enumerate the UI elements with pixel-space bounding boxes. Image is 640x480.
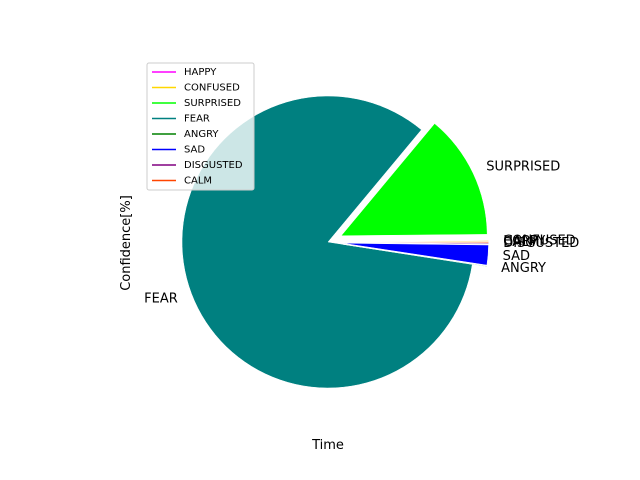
pie-slice-fear <box>181 95 473 389</box>
y-axis-label: Confidence[%] <box>119 195 134 291</box>
slice-label-confused: CONFUSED <box>503 233 576 248</box>
legend-label-calm: CALM <box>184 176 212 187</box>
slice-label-sad: SAD <box>503 249 530 264</box>
pie-slice-confused <box>342 240 489 243</box>
slice-label-happy: HAPPY <box>503 234 545 249</box>
slice-label-fear: FEAR <box>144 291 178 306</box>
legend-frame <box>146 62 255 191</box>
slice-label-calm: CALM <box>503 235 539 250</box>
legend-label-sad: SAD <box>184 145 205 156</box>
legend-label-confused: CONFUSED <box>184 83 240 94</box>
pie-slices <box>181 95 489 389</box>
x-axis-label: Time <box>311 438 344 453</box>
legend-label-surprised: SURPRISED <box>184 98 241 109</box>
pie-slice-sad <box>342 242 489 266</box>
legend-label-fear: FEAR <box>184 114 210 125</box>
slice-label-angry: ANGRY <box>501 261 546 276</box>
pie-slice-angry <box>342 243 488 267</box>
slice-label-disgusted: DISGUSTED <box>503 236 579 251</box>
pie-slice-calm <box>342 241 489 244</box>
legend-label-disgusted: DISGUSTED <box>184 160 243 171</box>
legend-label-angry: ANGRY <box>184 129 219 140</box>
slice-labels: HAPPYCONFUSEDSURPRISEDFEARANGRYSADDISGUS… <box>144 159 579 306</box>
legend: HAPPY CONFUSED SURPRISED FEAR ANGRY SAD DISGUS… <box>146 62 255 191</box>
pie-slice-surprised <box>340 123 488 236</box>
slice-label-surprised: SURPRISED <box>486 159 560 174</box>
legend-label-happy: HAPPY <box>184 67 217 78</box>
